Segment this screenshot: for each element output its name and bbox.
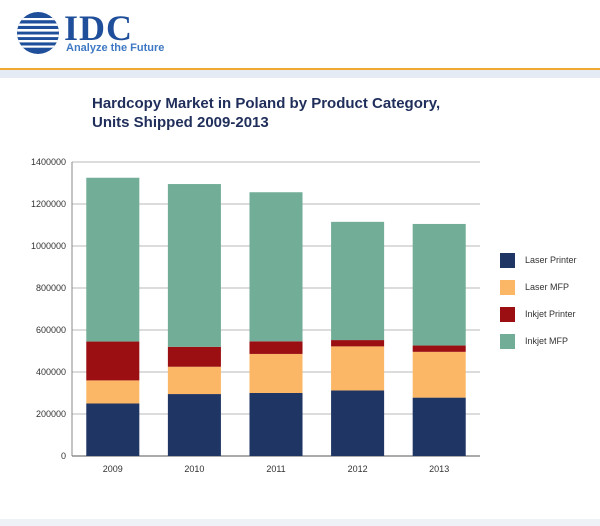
chart-title-line-2: Units Shipped 2009-2013 [92,114,269,131]
footer-rule [0,519,600,526]
bar-2012-laser-printer [331,390,385,456]
legend-swatch [500,334,515,349]
legend-swatch [500,253,515,268]
bar-2009-inkjet-mfp [86,177,140,342]
y-tick-label: 400000 [36,367,66,377]
bar-2012-laser-mfp [331,346,385,391]
legend-swatch [500,280,515,295]
legend: Laser Printer Laser MFP Inkjet Printer Inkj… [500,253,600,361]
bar-2012-inkjet-mfp [331,221,385,341]
bar-2011-laser-mfp [249,353,303,393]
legend-label: Inkjet MFP [525,336,569,346]
legend-label: Laser Printer [525,255,577,265]
bar-2011-inkjet-printer [249,341,303,354]
x-tick-label: 2010 [184,464,204,474]
tagline: Analyze the Future [66,42,165,54]
bar-2009-inkjet-printer [86,341,140,381]
legend-item-laser-printer: Laser Printer [500,253,600,280]
legend-item-inkjet-printer: Inkjet Printer [500,307,600,334]
y-tick-label: 1400000 [31,157,66,167]
chart-title: Hardcopy Market in Poland by Product Cat… [92,94,492,132]
bar-2010-inkjet-printer [167,346,221,367]
bars [86,177,466,456]
y-tick-label: 200000 [36,409,66,419]
y-tick-label: 600000 [36,325,66,335]
chart-title-line-1: Hardcopy Market in Poland by Product Cat… [92,95,441,112]
y-tick-label: 800000 [36,283,66,293]
legend-label: Laser MFP [525,282,570,292]
x-tick-label: 2012 [348,464,368,474]
bar-2010-laser-mfp [167,366,221,395]
globe-logo-icon [17,12,59,54]
bar-2010-inkjet-mfp [167,184,221,347]
legend-item-inkjet-mfp: Inkjet MFP [500,334,600,361]
y-axis-ticks: 0 200000 400000 600000 800000 1000000 1200000 1… [31,157,66,461]
y-tick-label: 1200000 [31,199,66,209]
bar-2009-laser-printer [86,403,140,456]
x-tick-label: 2011 [266,464,285,474]
x-axis-ticks: 2009 2010 2011 2012 2013 [103,464,449,474]
bar-2012-inkjet-printer [331,340,385,347]
header-accent-rule [0,68,600,70]
bar-2013-laser-printer [412,397,466,456]
y-tick-label: 0 [61,451,66,461]
legend-label: Inkjet Printer [525,309,576,319]
header: IDC Analyze the Future [0,0,600,68]
logo-text: IDC [64,8,134,48]
bar-2013-inkjet-printer [412,345,466,352]
bar-2011-inkjet-mfp [249,192,303,342]
bar-2013-inkjet-mfp [412,223,466,346]
bar-2011-laser-printer [249,393,303,456]
x-tick-label: 2009 [103,464,123,474]
header-band [0,70,600,78]
legend-item-laser-mfp: Laser MFP [500,280,600,307]
bar-2013-laser-mfp [412,351,466,398]
legend-swatch [500,307,515,322]
bar-2010-laser-printer [167,394,221,456]
x-tick-label: 2013 [429,464,449,474]
y-tick-label: 1000000 [31,241,66,251]
bar-2009-laser-mfp [86,380,140,404]
